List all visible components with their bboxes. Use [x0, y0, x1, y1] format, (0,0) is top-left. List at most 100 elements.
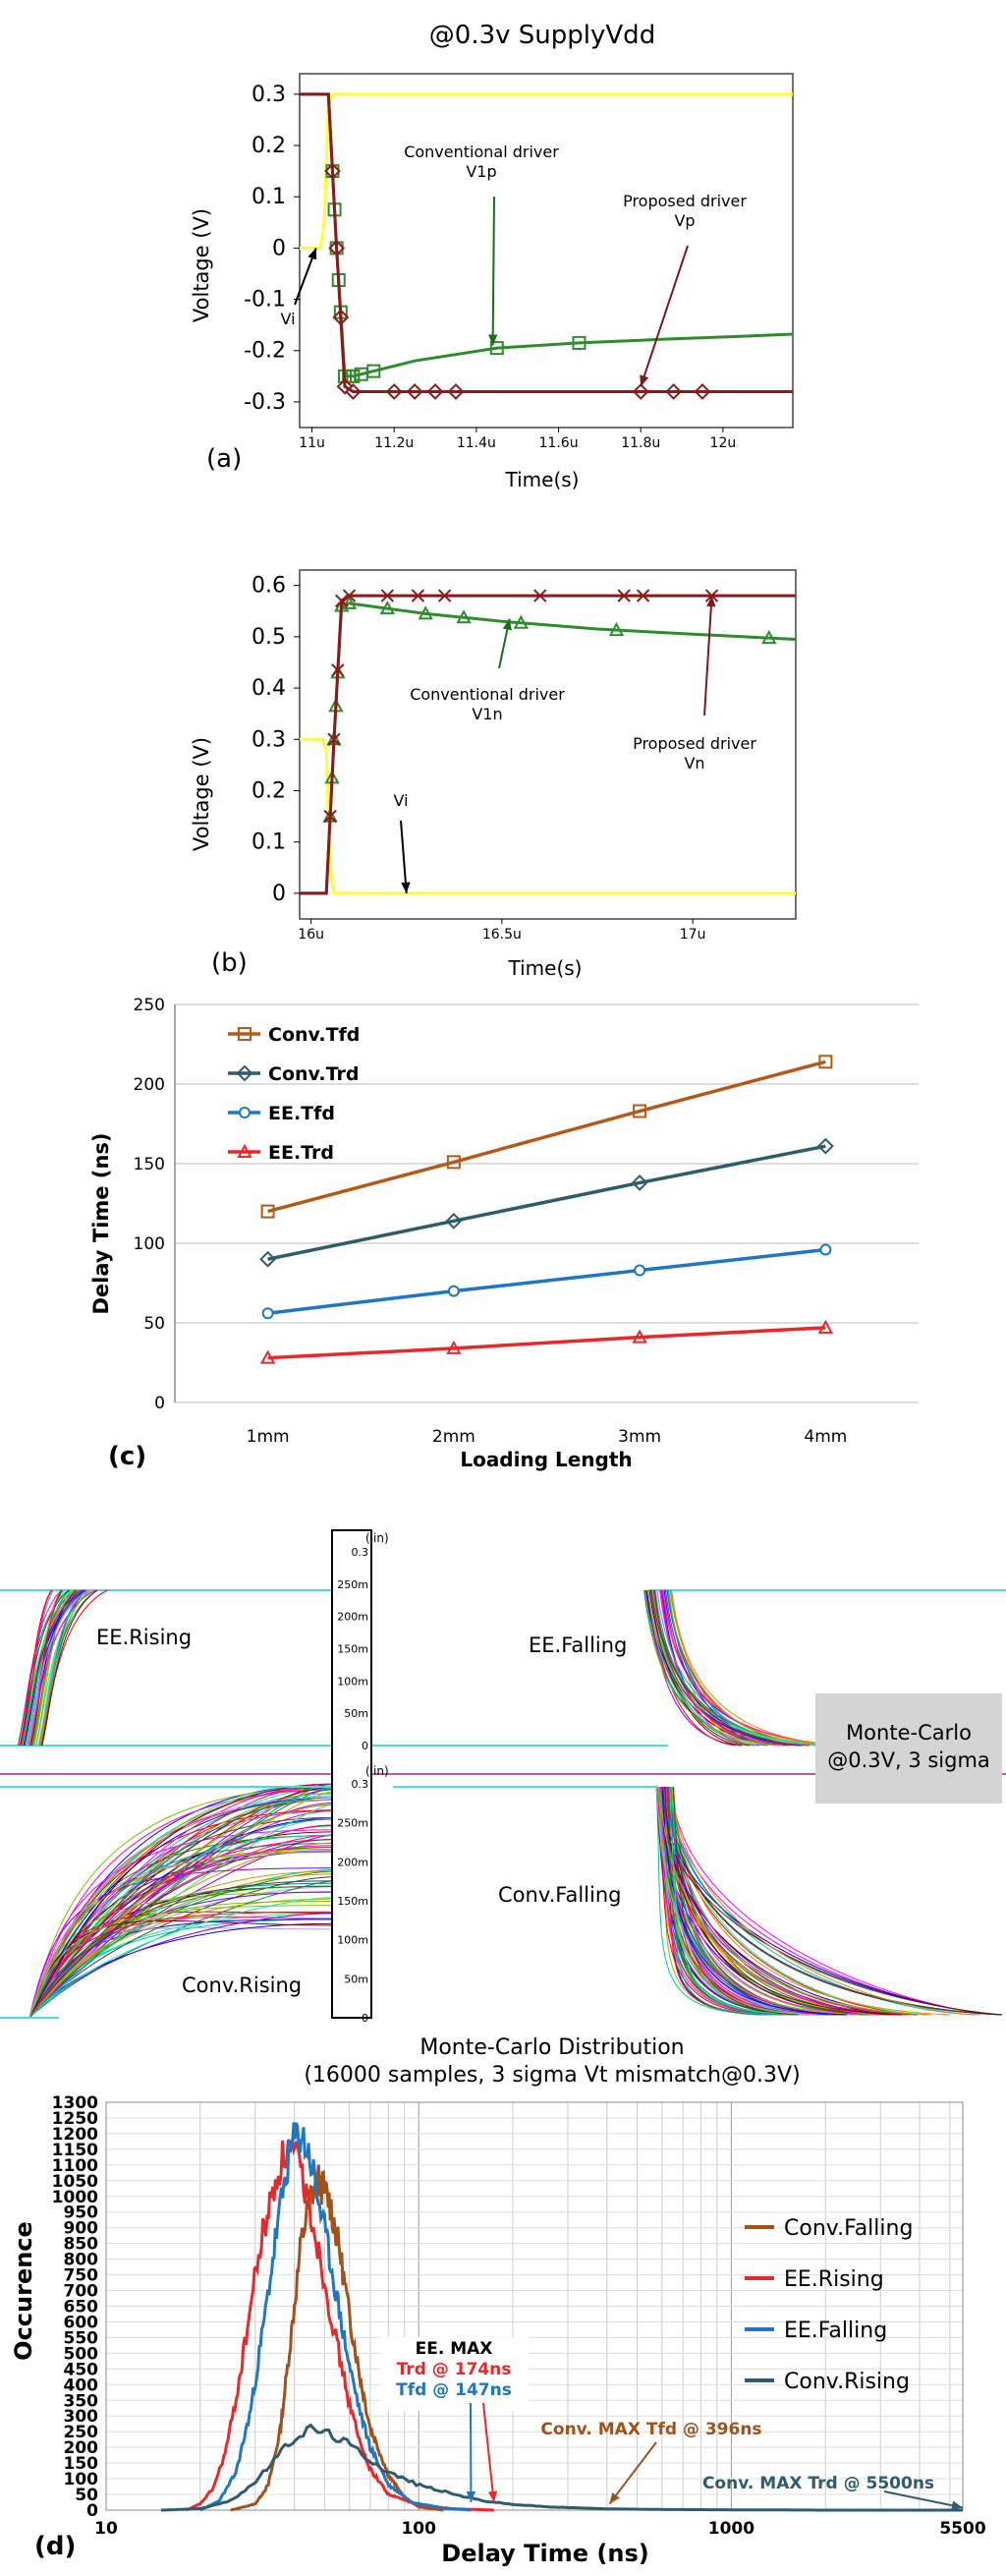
y-tick-label: 600 [64, 2313, 99, 2332]
x-tick-label: 10 [94, 2519, 118, 2539]
y-tick-label: 450 [64, 2360, 99, 2379]
ee-rising-trace [20, 1589, 70, 1746]
conv-falling-trace [666, 1786, 782, 2016]
x-tick-label: 17u [680, 927, 706, 943]
y-tick-label: 850 [64, 2235, 99, 2255]
legend-Conv.Trd-marker [236, 1064, 253, 1082]
chart-b-panel-label: (b) [211, 948, 248, 978]
series-Conv.Rising-line [160, 2423, 963, 2512]
y-tick-label: 1000 [52, 2188, 98, 2207]
inset-axis-tick-label: 150m [337, 1643, 368, 1656]
y-tick-label: 100 [64, 2470, 99, 2490]
x-tick-label: 12u [710, 435, 737, 451]
x-tick-label: 1mm [247, 1427, 290, 1447]
chart-d: (lin)(lin)0.3250m200m150m100m50m00.3250m… [0, 1528, 1006, 2567]
y-tick-label: 400 [64, 2376, 99, 2395]
series-Vn-marker-11 [704, 589, 719, 602]
series-V1n-marker-12 [761, 630, 777, 645]
chart-a-title: @0.3v SupplyVdd [429, 21, 655, 50]
ee-max-box [381, 2337, 529, 2411]
conv-falling-trace [656, 1786, 893, 2016]
ee-rising-trace [27, 1589, 90, 1746]
ee-trd-arrow-head [487, 2490, 498, 2503]
conv-falling-trace [655, 1786, 817, 2016]
inset-axis-box [331, 1529, 372, 2019]
conv-rising-trace [0, 1797, 335, 2019]
ee-falling-trace [671, 1589, 846, 1746]
y-tick-label: 0.2 [252, 134, 286, 158]
inset-axis-unit-top: (lin) [365, 1531, 389, 1545]
annotation-2-arrow [400, 820, 408, 893]
legend-Conv.Tfd-label: Conv.Tfd [268, 1024, 360, 1046]
chart-a: @0.3v SupplyVdd 0.3 0.2 0.1 0 -0.1 -0.2 -0.3 11… [190, 21, 794, 491]
chart-a-xlabel: Time(s) [505, 468, 580, 491]
annotation-0-line-0: Conventional driver [410, 685, 565, 704]
y-tick-label: 1100 [52, 2156, 98, 2176]
series-EE.Trd-point-3 [817, 1319, 834, 1334]
conv-falling-trace [673, 1786, 867, 2016]
x-tick-label: 16.5u [482, 927, 522, 943]
series-Vp-marker-2 [332, 309, 350, 326]
conv-rising-trace [0, 1848, 335, 2019]
annotation-1-line-0: Proposed driver [623, 192, 747, 210]
annotation-0-arrow-head [488, 334, 498, 346]
annotation-1-arrow [703, 596, 713, 716]
inset-axis-tick-label: 100m [337, 1934, 368, 1947]
plot-frame [299, 73, 794, 429]
series-EE.Trd-line [267, 1326, 826, 1360]
ee-rising-trace [19, 1589, 53, 1746]
annotation-2-arrow-head [307, 248, 317, 260]
y-tick-label: 0.6 [252, 574, 286, 599]
conv-rising-trace [0, 1880, 335, 2019]
y-tick-label: 900 [64, 2219, 99, 2239]
y-tick-label: 0 [154, 1394, 165, 1413]
inset-axis-tick-label: 200m [337, 1611, 368, 1624]
conv-max-trd-label: Conv. MAX Trd @ 5500ns [702, 2474, 934, 2493]
legend-Conv.Trd-label: Conv.Trd [268, 1063, 359, 1085]
chart-d-title-line1: Monte-Carlo Distribution [419, 2035, 684, 2060]
conv-rising-trace [0, 1870, 335, 2019]
x-tick-label: 11u [299, 435, 325, 451]
inset-axis-tick-label: 0 [362, 2012, 368, 2025]
y-tick-label: 0.1 [252, 185, 286, 209]
y-tick-label: 50 [75, 2486, 98, 2505]
conv-rising-trace [0, 1803, 335, 2019]
series-Vi-line [300, 92, 793, 250]
inset-label-conv-rising: Conv.Rising [182, 1974, 302, 1997]
series-Vn-marker-9 [617, 589, 631, 602]
chart-d-xlabel: Delay Time (ns) [441, 2540, 648, 2567]
x-tick-label: 2mm [432, 1427, 475, 1447]
annotation-0-line-1: V1n [472, 705, 502, 723]
series-Conv.Tfd-point-0 [260, 1204, 275, 1219]
inset-axis-tick-label: 50m [344, 1707, 368, 1720]
inset-axis-tick-label: 0 [362, 1740, 368, 1752]
y-tick-label: -0.3 [244, 390, 286, 415]
inset-axis-tick-label: 0.3 [352, 1546, 369, 1559]
annotation-1-arrow [640, 245, 689, 387]
ee-rising-trace [23, 1589, 83, 1746]
series-V1p-marker-9 [366, 364, 381, 378]
y-tick-label: 300 [64, 2407, 99, 2427]
ee-trd-arrow [482, 2402, 495, 2503]
legend-EE.Falling-label: EE.Falling [784, 2318, 887, 2343]
y-tick-label: 1050 [52, 2172, 98, 2192]
annotation-0-arrow-head [502, 618, 512, 631]
annotation-2-line-0: Vi [393, 791, 408, 810]
x-tick-label: 11.8u [621, 435, 660, 451]
series-EE.Trd-point-0 [259, 1349, 276, 1364]
annotation-1-line-1: Vp [674, 211, 695, 230]
legend-EE.Tfd-marker [239, 1107, 251, 1118]
x-tick-label: 3mm [618, 1427, 661, 1447]
conv-max-tfd-arrow [608, 2441, 657, 2505]
conv-rising-trace [0, 1783, 335, 2019]
y-tick-label: 200 [64, 2438, 99, 2458]
conv-rising-trace [0, 1867, 335, 2019]
y-tick-label: 0.4 [252, 676, 286, 701]
series-V1n-marker-8 [418, 605, 433, 620]
series-Conv.Trd-point-2 [631, 1174, 648, 1191]
inset-axis-tick-label: 150m [337, 1895, 368, 1908]
y-tick-label: 0 [272, 236, 286, 260]
series-Vp-marker-5 [385, 383, 403, 400]
inset-axis-tick-label: 0.3 [352, 1778, 369, 1791]
conv-falling-trace [657, 1786, 803, 2016]
